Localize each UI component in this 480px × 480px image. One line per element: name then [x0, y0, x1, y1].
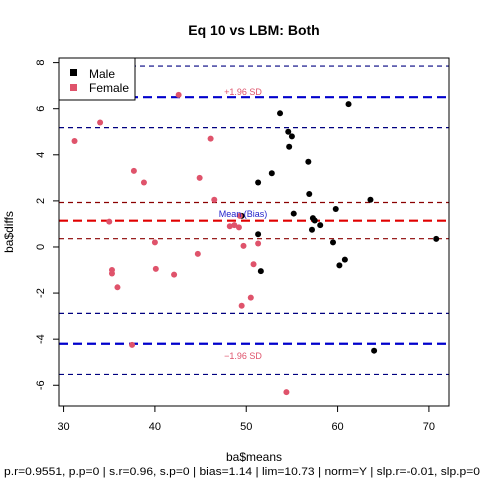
- point-female-22: [240, 242, 247, 249]
- point-male-22: [255, 231, 262, 238]
- point-female-19: [235, 224, 242, 231]
- legend-swatch-male: [70, 69, 77, 76]
- point-female-0: [71, 137, 78, 144]
- point-male-2: [268, 170, 275, 177]
- point-male-18: [345, 101, 352, 108]
- point-male-12: [317, 222, 324, 229]
- point-male-20: [371, 347, 378, 354]
- point-male-11: [311, 217, 318, 224]
- reference-lines: [59, 65, 449, 376]
- point-female-15: [207, 135, 214, 142]
- point-male-1: [255, 179, 262, 186]
- upper-loa-annotation: +1.96 SD: [224, 87, 262, 97]
- legend-swatch-female: [70, 84, 77, 91]
- legend: Male Female: [58, 57, 136, 101]
- point-female-8: [140, 179, 147, 186]
- point-female-21: [238, 302, 245, 309]
- x-tick-label-60: 60: [331, 421, 343, 433]
- legend-box: [58, 57, 136, 101]
- y-axis-label: ba$diffs: [2, 211, 16, 253]
- y-tick-label--2: -2: [35, 288, 47, 298]
- point-male-17: [341, 256, 348, 263]
- plot-frame: [58, 57, 450, 407]
- point-male-14: [330, 239, 337, 246]
- point-male-9: [306, 190, 313, 197]
- y-tick-label-0: 0: [35, 244, 47, 250]
- point-female-5: [114, 284, 121, 291]
- point-male-3: [277, 110, 284, 117]
- point-male-21: [433, 235, 440, 242]
- point-male-5: [286, 143, 293, 150]
- point-female-11: [171, 271, 178, 278]
- point-female-7: [130, 167, 137, 174]
- y-tick-label--6: -6: [35, 380, 47, 390]
- x-tick-label-70: 70: [423, 421, 435, 433]
- point-female-17: [226, 223, 233, 230]
- point-female-1: [97, 119, 104, 126]
- point-female-26: [283, 389, 290, 396]
- x-axis-label: ba$means: [226, 450, 282, 464]
- x-tick-label-40: 40: [149, 421, 161, 433]
- point-female-2: [106, 218, 113, 225]
- point-female-13: [194, 250, 201, 257]
- data-points: [71, 91, 440, 396]
- chart-title: Eq 10 vs LBM: Both: [188, 22, 319, 38]
- y-tick-label-2: 2: [35, 198, 47, 204]
- footer-stats: p.r=0.9551, p.p=0 | s.r=0.96, s.p=0 | bi…: [4, 466, 480, 478]
- point-female-9: [151, 239, 158, 246]
- y-tick-label-8: 8: [35, 60, 47, 66]
- mean-bias-annotation: Mean (Bias): [219, 209, 268, 219]
- y-axis: -6 -4 -2 0 2 4 6 8: [35, 60, 59, 390]
- point-male-7: [290, 210, 297, 217]
- point-male-13: [308, 226, 315, 233]
- y-tick-label--4: -4: [35, 334, 47, 344]
- x-tick-label-30: 30: [57, 421, 69, 433]
- point-male-19: [367, 196, 374, 203]
- point-female-12: [175, 91, 182, 98]
- point-male-16: [336, 262, 343, 269]
- legend-label-female: Female: [89, 81, 129, 95]
- point-female-10: [152, 265, 159, 272]
- lower-loa-annotation: −1.96 SD: [224, 351, 262, 361]
- point-female-6: [129, 341, 136, 348]
- point-male-8: [305, 158, 312, 165]
- point-female-23: [247, 294, 254, 301]
- point-female-16: [211, 196, 218, 203]
- x-tick-label-50: 50: [240, 421, 252, 433]
- point-female-25: [255, 240, 262, 247]
- legend-label-male: Male: [89, 67, 115, 81]
- x-axis: 30 40 50 60 70: [57, 406, 435, 433]
- point-female-4: [108, 270, 115, 277]
- point-male-6: [288, 133, 295, 140]
- y-tick-label-6: 6: [35, 106, 47, 112]
- point-female-14: [196, 174, 203, 181]
- point-female-20: [236, 212, 243, 219]
- y-tick-label-4: 4: [35, 152, 47, 158]
- point-female-18: [231, 222, 238, 229]
- point-male-23: [257, 268, 264, 275]
- point-male-4: [285, 128, 292, 135]
- point-female-24: [250, 261, 257, 268]
- point-male-15: [332, 205, 339, 212]
